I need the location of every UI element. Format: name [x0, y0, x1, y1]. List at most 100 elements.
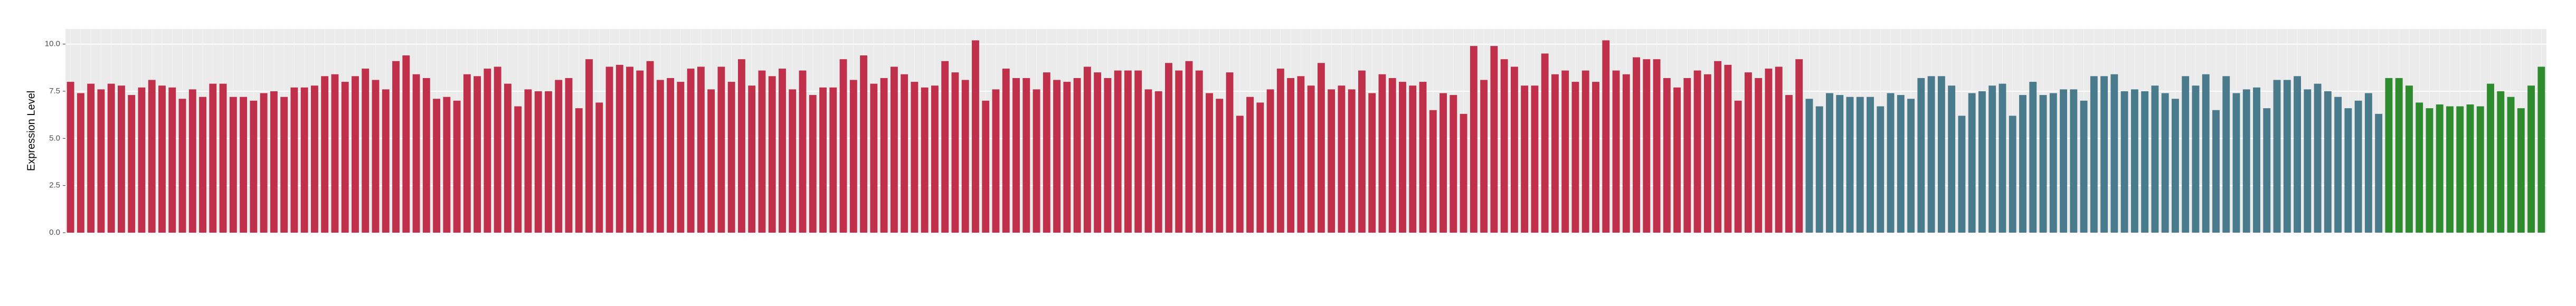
- bar: [1541, 53, 1549, 233]
- bar: [1948, 85, 1956, 233]
- bar: [229, 97, 237, 233]
- bar: [727, 82, 735, 233]
- bar: [921, 87, 929, 233]
- bar: [1144, 89, 1152, 233]
- bar: [2385, 78, 2393, 233]
- bar: [2029, 82, 2037, 233]
- bar: [1094, 72, 1102, 233]
- bar: [880, 78, 888, 233]
- bar: [1002, 69, 1010, 233]
- bar: [1104, 78, 1112, 233]
- bar: [453, 100, 461, 233]
- bar: [585, 59, 593, 233]
- bar: [1317, 63, 1325, 233]
- bar: [2436, 104, 2444, 233]
- bar: [148, 80, 156, 233]
- bar: [270, 91, 278, 233]
- bar: [1805, 99, 1813, 233]
- bar: [2060, 89, 2067, 233]
- bar: [1622, 74, 1630, 233]
- bar: [748, 85, 756, 233]
- bar: [2456, 106, 2464, 233]
- bar: [209, 83, 217, 233]
- bar: [1216, 99, 1224, 233]
- bar: [2476, 106, 2484, 233]
- bar: [575, 108, 583, 233]
- bar: [829, 87, 837, 233]
- bar: [372, 80, 380, 233]
- bar: [2192, 85, 2200, 233]
- bar: [2009, 116, 2016, 233]
- bar: [1826, 93, 1833, 233]
- bar: [849, 80, 857, 233]
- bar: [626, 66, 633, 233]
- bar: [1999, 83, 2006, 233]
- bar: [118, 85, 125, 233]
- bar: [77, 93, 84, 233]
- bar: [2171, 99, 2179, 233]
- bar: [1887, 93, 1895, 233]
- bar: [2232, 93, 2240, 233]
- bar: [1836, 95, 1844, 233]
- bar: [362, 69, 370, 233]
- bar: [667, 78, 675, 233]
- bar: [1307, 85, 1315, 233]
- bar: [2416, 102, 2423, 233]
- bar: [870, 83, 878, 233]
- bar: [2070, 89, 2078, 233]
- bar: [2141, 91, 2149, 233]
- bar: [1551, 74, 1559, 233]
- bar: [687, 69, 695, 233]
- bar: [2375, 113, 2383, 233]
- bar: [951, 72, 959, 233]
- bar: [1450, 95, 1457, 233]
- bar: [1683, 78, 1691, 233]
- bar: [1134, 70, 1142, 233]
- bar: [1378, 74, 1386, 233]
- bar: [2527, 85, 2535, 233]
- bar: [656, 80, 664, 233]
- bar: [1633, 57, 1640, 233]
- bar: [1206, 93, 1213, 233]
- bar: [1490, 46, 1498, 233]
- bar: [738, 59, 745, 233]
- bar: [2130, 89, 2138, 233]
- bar: [2507, 97, 2515, 233]
- bar: [2344, 108, 2352, 233]
- bar: [1297, 76, 1305, 233]
- bar: [219, 83, 227, 233]
- bar: [422, 78, 430, 233]
- bar: [188, 89, 196, 233]
- bar: [1521, 85, 1529, 233]
- bar: [2334, 97, 2342, 233]
- bar: [1276, 69, 1284, 233]
- bar: [310, 85, 318, 233]
- bar: [1785, 95, 1793, 233]
- bar: [97, 89, 105, 233]
- bar: [1581, 70, 1589, 233]
- bar: [138, 87, 146, 233]
- bar: [1602, 40, 1610, 233]
- bar: [2294, 76, 2302, 233]
- bar: [67, 82, 74, 233]
- bar: [1755, 78, 1763, 233]
- bar: [2222, 76, 2230, 233]
- bar: [1328, 89, 1336, 233]
- bar: [1500, 59, 1508, 233]
- bar: [2242, 89, 2250, 233]
- bar: [331, 74, 339, 233]
- bar: [260, 93, 268, 233]
- y-tick-label: 5.0: [49, 133, 60, 142]
- bar: [484, 69, 491, 233]
- bar: [504, 83, 512, 233]
- bar: [1154, 91, 1162, 233]
- bar: [524, 89, 532, 233]
- bar: [1266, 89, 1274, 233]
- bar: [819, 87, 827, 233]
- bar: [402, 55, 410, 233]
- y-tick-label: 2.5: [49, 181, 60, 190]
- bar: [1815, 106, 1823, 233]
- bar: [1399, 82, 1406, 233]
- bar: [300, 87, 308, 233]
